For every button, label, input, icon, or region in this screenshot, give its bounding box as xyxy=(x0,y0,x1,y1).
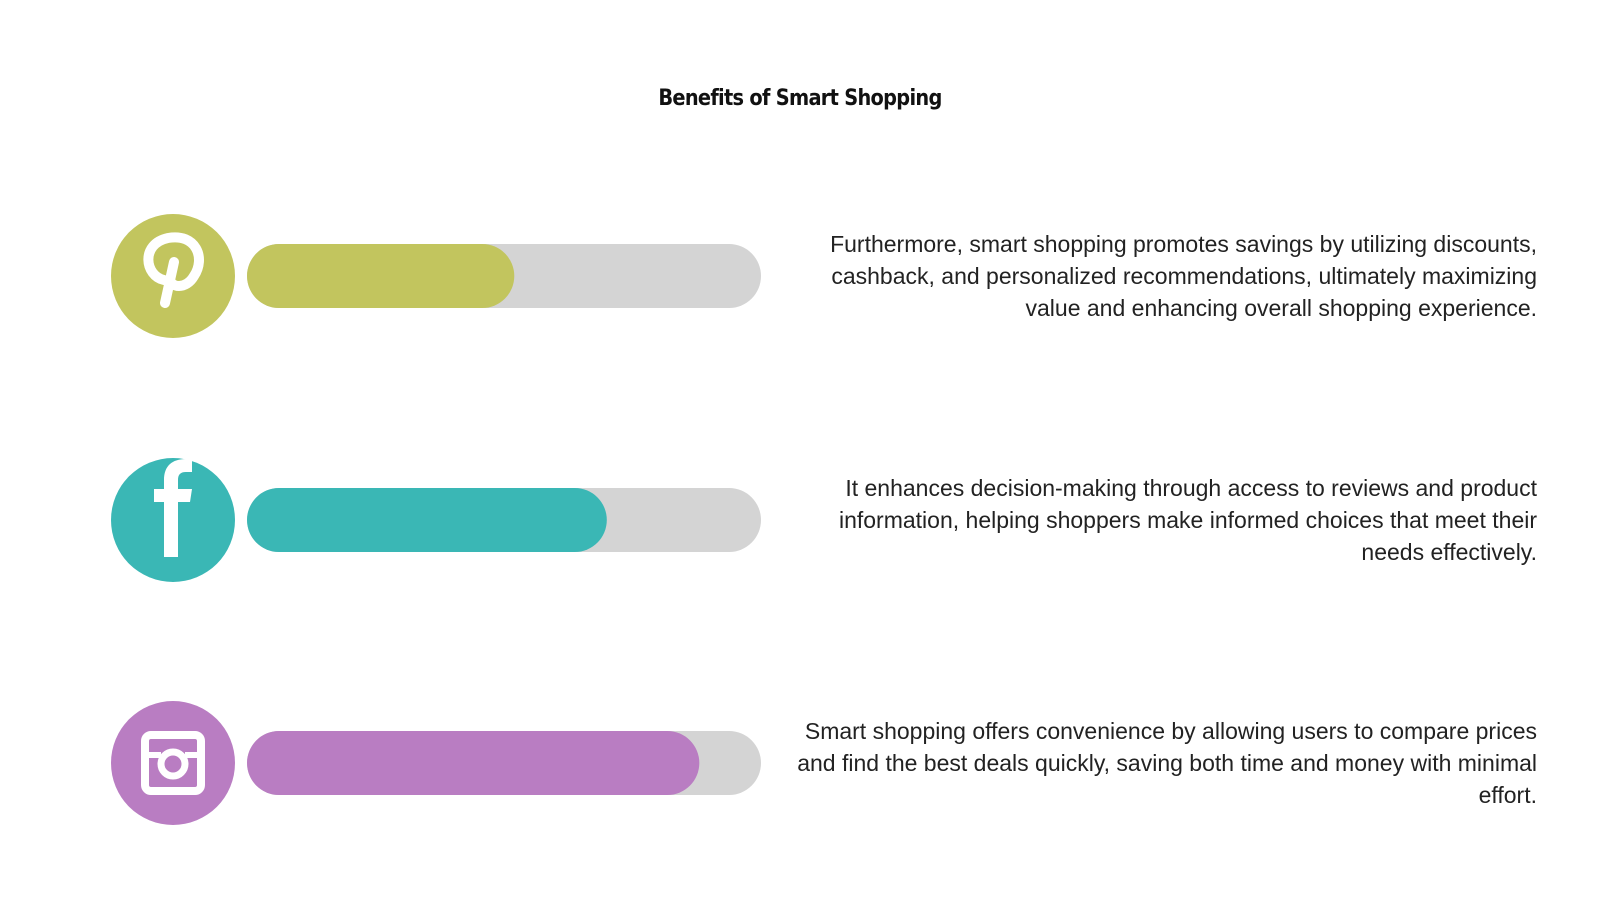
instagram-frame xyxy=(141,731,205,795)
title: Benefits of Smart Shopping xyxy=(658,86,942,111)
pinterest-glyph xyxy=(143,232,204,308)
description: Smart shopping offers convenience by all… xyxy=(797,718,1537,808)
instagram-lens xyxy=(157,748,189,780)
icons xyxy=(111,214,235,825)
progress-fill xyxy=(247,488,607,552)
progress-fill xyxy=(247,244,515,308)
facebook-glyph xyxy=(154,459,192,557)
progress-fill xyxy=(247,731,700,795)
description: It enhances decision-making through acce… xyxy=(838,475,1537,565)
instagram-band xyxy=(145,752,161,758)
instagram-band xyxy=(185,752,201,758)
description: Furthermore, smart shopping promotes sav… xyxy=(830,231,1537,321)
instagram-icon xyxy=(111,701,235,825)
